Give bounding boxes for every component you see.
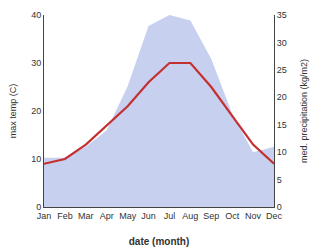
svg-text:Nov: Nov xyxy=(245,211,262,221)
svg-text:Feb: Feb xyxy=(57,211,73,221)
svg-text:0: 0 xyxy=(36,202,41,212)
svg-text:Jun: Jun xyxy=(141,211,156,221)
svg-text:40: 40 xyxy=(31,10,41,20)
svg-text:35: 35 xyxy=(277,10,287,20)
svg-text:Mar: Mar xyxy=(78,211,94,221)
svg-text:20: 20 xyxy=(277,92,287,102)
svg-text:Dec: Dec xyxy=(266,211,283,221)
svg-text:30: 30 xyxy=(277,38,287,48)
svg-text:0: 0 xyxy=(277,202,282,212)
svg-text:Sep: Sep xyxy=(203,211,219,221)
svg-text:date (month): date (month) xyxy=(129,236,190,247)
svg-text:20: 20 xyxy=(31,106,41,116)
svg-text:10: 10 xyxy=(277,147,287,157)
svg-text:10: 10 xyxy=(31,154,41,164)
svg-text:25: 25 xyxy=(277,65,287,75)
svg-text:med. precipitation (kg/m2): med. precipitation (kg/m2) xyxy=(299,59,309,163)
svg-text:Apr: Apr xyxy=(100,211,114,221)
svg-text:15: 15 xyxy=(277,120,287,130)
svg-text:5: 5 xyxy=(277,175,282,185)
svg-text:May: May xyxy=(119,211,137,221)
svg-text:Jan: Jan xyxy=(37,211,52,221)
svg-text:max temp (C): max temp (C) xyxy=(8,84,18,139)
svg-text:30: 30 xyxy=(31,58,41,68)
svg-text:Oct: Oct xyxy=(225,211,240,221)
svg-text:Aug: Aug xyxy=(182,211,198,221)
svg-text:Jul: Jul xyxy=(164,211,176,221)
